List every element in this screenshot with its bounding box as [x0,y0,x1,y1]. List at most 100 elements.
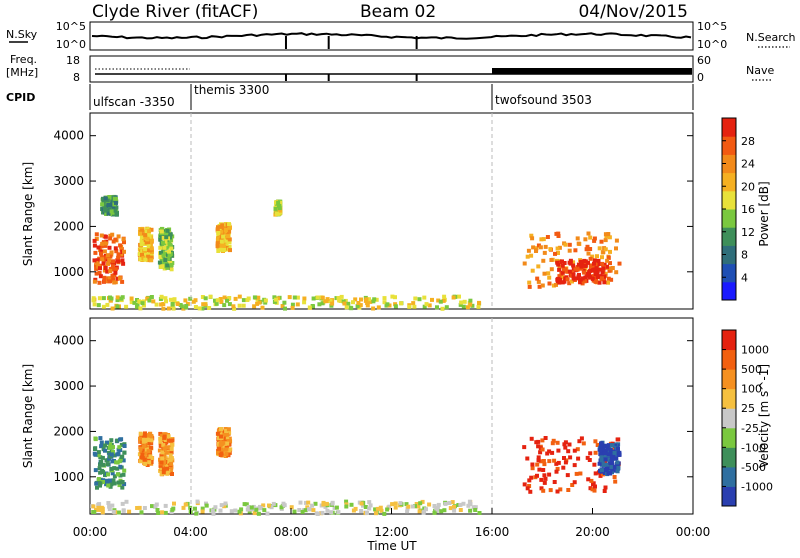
range-gate-cell [181,505,186,510]
range-gate-cell [605,446,610,451]
colorbar-frame [721,329,737,507]
range-gate-cell [589,478,594,483]
range-gate-cell [151,299,156,304]
range-gate-cell [557,265,562,269]
range-gate-cell [217,446,221,451]
range-gate-cell [162,432,167,437]
range-gate-cell [102,275,107,280]
range-gate-cell [213,298,217,303]
range-gate-cell [525,486,530,491]
range-gate-cell [231,304,236,309]
range-gate-cell [605,258,610,263]
range-gate-cell [164,235,169,240]
range-gate-cell [346,301,351,306]
range-gate-cell [208,294,213,299]
range-gate-cell [111,509,116,514]
range-gate-cell [107,195,112,200]
range-gate-cell [368,503,373,508]
range-gate-cell [563,445,568,450]
range-gate-cell [108,233,113,238]
range-gate-cell [271,501,276,506]
range-gate-cell [571,276,576,281]
range-gate-cell [438,299,443,304]
range-gate-cell [97,296,102,301]
range-gate-cell [109,452,114,457]
y-tick-label: 1000 [53,265,84,279]
range-gate-cell [555,279,560,284]
range-gate-cell [113,237,118,242]
range-gate-cell [115,298,120,303]
range-gate-cell [588,268,593,273]
range-gate-cell [553,251,557,256]
range-gate-cell [194,511,199,516]
range-gate-cell [227,448,232,453]
range-gate-cell [107,205,112,210]
range-gate-cell [195,499,200,504]
range-gate-cell [169,263,174,267]
range-gate-cell [598,274,603,279]
range-gate-cell [115,452,120,457]
range-gate-cell [215,238,220,243]
range-gate-cell [160,434,165,438]
range-gate-cell [96,303,101,308]
range-gate-cell [565,277,570,282]
range-gate-cell [164,231,168,236]
range-gate-cell [461,501,466,506]
range-gate-cell [600,276,604,281]
range-gate-cell [547,449,552,454]
range-gate-cell [277,208,282,213]
range-gate-cell [149,460,154,464]
range-gate-cell [371,306,376,311]
range-gate-cell [329,303,334,308]
range-gate-cell [224,429,229,433]
range-gate-cell [289,505,294,510]
range-gate-cell [108,298,113,303]
range-gate-cell [568,261,573,266]
range-gate-cell [106,483,111,488]
range-gate-cell [161,302,166,306]
range-gate-cell [98,266,102,271]
range-gate-cell [219,227,224,232]
range-gate-cell [582,279,587,284]
range-gate-cell [139,235,144,240]
range-gate-cell [600,261,605,266]
colorbar-swatch [722,427,736,448]
range-gate-cell [147,229,152,234]
range-gate-cell [410,504,415,509]
range-gate-cell [160,510,165,515]
range-gate-cell [218,247,223,252]
range-gate-cell [114,200,118,205]
station-title: Clyde River (fitACF) [92,2,258,22]
range-gate-cell [201,302,206,307]
range-gate-cell [200,509,205,514]
range-gate-cell [597,461,602,466]
range-gate-cell [138,459,143,464]
range-gate-cell [385,302,390,307]
range-gate-cell [107,504,112,509]
range-gate-cell [444,305,449,310]
range-gate-cell [382,511,387,516]
range-gate-cell [303,508,308,513]
range-gate-cell [100,241,105,246]
range-gate-cell [583,264,588,268]
range-gate-cell [200,295,205,299]
range-gate-cell [140,301,145,306]
range-gate-cell [269,505,274,510]
range-gate-cell [435,507,440,512]
range-gate-cell [114,460,119,465]
range-gate-cell [227,430,232,435]
range-gate-cell [111,199,116,204]
colorbar-tick-label: 8 [741,249,748,262]
colorbar-tick-label: 28 [741,135,755,148]
range-gate-cell [165,263,170,268]
colorbar-tick-label: 20 [741,180,755,193]
range-gate-cell [149,255,154,260]
range-gate-cell [540,283,545,288]
range-gate-cell [320,301,325,306]
range-gate-cell [137,247,142,252]
range-gate-cell [101,296,106,301]
range-gate-cell [602,471,607,475]
range-gate-cell [538,245,543,250]
cpid-ulfscan: ulfscan -3350 [93,95,175,109]
range-gate-cell [274,200,278,205]
